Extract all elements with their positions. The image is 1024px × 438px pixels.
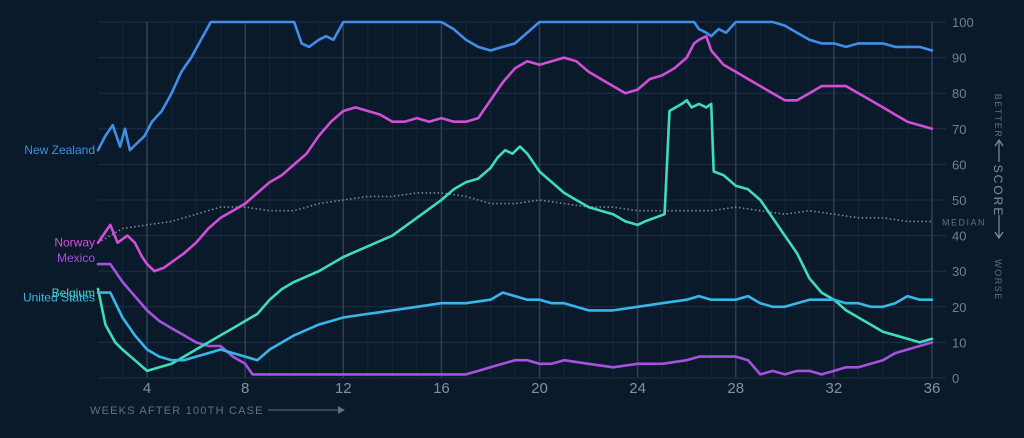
y-tick-label: 70 bbox=[952, 122, 966, 137]
x-tick-label: 24 bbox=[629, 380, 646, 397]
y-axis-label: SCORE bbox=[991, 165, 1005, 218]
worse-label: WORSE bbox=[993, 259, 1003, 301]
series-label-united-states: United States bbox=[23, 291, 95, 305]
x-axis-arrow-icon bbox=[338, 406, 345, 414]
x-tick-label: 28 bbox=[727, 380, 744, 397]
y-tick-label: 90 bbox=[952, 51, 966, 66]
y-tick-label: 50 bbox=[952, 193, 966, 208]
y-tick-label: 60 bbox=[952, 157, 966, 172]
y-tick-label: 20 bbox=[952, 300, 966, 315]
x-tick-label: 36 bbox=[924, 380, 941, 397]
series-label-mexico: Mexico bbox=[57, 251, 95, 265]
series-line-united-states bbox=[96, 291, 934, 362]
series-label-new-zealand: New Zealand bbox=[24, 143, 95, 157]
x-tick-label: 4 bbox=[143, 380, 151, 397]
x-tick-label: 16 bbox=[433, 380, 450, 397]
y-axis-ticks: 0 10 20 30 40 50 60 70 80 90 100 bbox=[952, 15, 974, 386]
series-line-norway bbox=[96, 34, 934, 273]
median-label: MEDIAN bbox=[942, 217, 986, 227]
y-axis-annotation: BETTER SCORE WORSE bbox=[991, 94, 1005, 301]
x-tick-label: 32 bbox=[826, 380, 843, 397]
x-tick-label: 20 bbox=[531, 380, 548, 397]
y-tick-label: 10 bbox=[952, 335, 966, 350]
x-tick-label: 12 bbox=[335, 380, 352, 397]
series-label-belgium: Belgium bbox=[52, 286, 95, 300]
series-label-norway: Norway bbox=[54, 236, 95, 250]
y-tick-label: 0 bbox=[952, 371, 959, 386]
x-tick-label: 8 bbox=[241, 380, 249, 397]
x-axis-label: WEEKS AFTER 100TH CASE bbox=[90, 405, 264, 417]
y-tick-label: 80 bbox=[952, 86, 966, 101]
series-line-new-zealand bbox=[96, 20, 934, 152]
gridlines bbox=[98, 21, 946, 379]
y-tick-label: 100 bbox=[952, 15, 974, 30]
series-line-belgium bbox=[96, 99, 934, 373]
arrow-up-icon bbox=[994, 138, 1004, 162]
x-axis-ticks: 4 8 12 16 20 24 28 32 36 bbox=[143, 380, 940, 397]
arrow-down-icon bbox=[994, 215, 1004, 240]
y-tick-label: 40 bbox=[952, 229, 966, 244]
y-tick-label: 30 bbox=[952, 264, 966, 279]
series-lines bbox=[96, 20, 934, 376]
better-label: BETTER bbox=[993, 94, 1003, 139]
series-line-mexico bbox=[96, 262, 934, 376]
